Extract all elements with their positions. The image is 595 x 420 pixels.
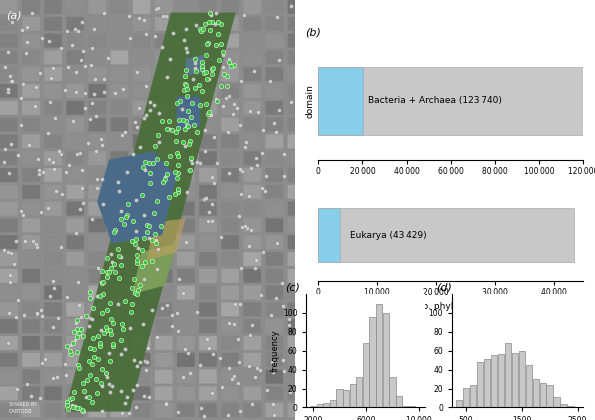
Polygon shape (133, 244, 177, 294)
Bar (389, 377, 396, 407)
Bar (546, 385, 553, 407)
Polygon shape (65, 13, 236, 412)
Bar (396, 396, 402, 407)
Text: SHARED BY
CARTODB: SHARED BY CARTODB (9, 402, 37, 414)
Bar (505, 343, 511, 407)
Bar (363, 343, 369, 407)
Text: (c): (c) (285, 283, 300, 293)
Polygon shape (97, 151, 177, 244)
Bar (553, 397, 560, 407)
Bar (376, 304, 383, 407)
Bar (498, 354, 504, 407)
Bar (525, 365, 532, 407)
Bar (540, 383, 546, 407)
Bar (336, 389, 343, 407)
Bar (519, 351, 525, 407)
Y-axis label: domain: domain (305, 84, 314, 118)
Polygon shape (177, 97, 201, 130)
Text: (b): (b) (305, 28, 321, 38)
Bar (330, 400, 336, 407)
Bar (317, 404, 323, 407)
Bar (383, 313, 389, 407)
Text: (d): (d) (437, 283, 452, 293)
Bar (323, 403, 330, 407)
Bar (484, 359, 490, 407)
Bar (318, 208, 340, 262)
Bar (470, 385, 476, 407)
Bar (456, 400, 462, 407)
Bar (318, 66, 591, 135)
Bar (477, 362, 483, 407)
Bar (318, 208, 574, 262)
Bar (350, 384, 356, 407)
Polygon shape (186, 55, 206, 76)
Bar (463, 388, 469, 407)
Bar (318, 66, 362, 135)
Polygon shape (148, 218, 186, 260)
Bar (402, 406, 409, 407)
Bar (512, 352, 518, 407)
Bar (343, 391, 349, 407)
Bar (560, 404, 567, 407)
Y-axis label: frequency: frequency (271, 329, 280, 372)
Bar (369, 317, 375, 407)
Bar (356, 377, 362, 407)
Text: Eukarya (43 429): Eukarya (43 429) (350, 231, 427, 240)
Bar (533, 379, 539, 407)
Bar (491, 355, 497, 407)
X-axis label: no. phylotypes: no. phylotypes (417, 302, 484, 310)
Text: (a): (a) (6, 10, 21, 21)
Text: Bacteria + Archaea (123 740): Bacteria + Archaea (123 740) (368, 96, 502, 105)
